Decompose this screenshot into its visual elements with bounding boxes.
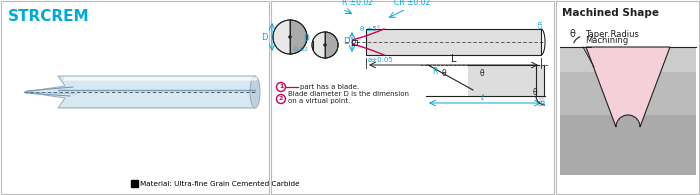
Text: CR: CR xyxy=(537,101,547,107)
Text: ℓ: ℓ xyxy=(480,93,484,102)
Text: Blade diameter D is the dimension: Blade diameter D is the dimension xyxy=(288,91,409,97)
Text: STRCREM: STRCREM xyxy=(8,9,90,24)
Circle shape xyxy=(323,43,326,46)
Text: 1: 1 xyxy=(279,84,284,90)
Bar xyxy=(1,1,269,194)
Text: θ: θ xyxy=(569,29,575,39)
Text: D: D xyxy=(262,33,268,42)
Text: Material: Ultra-fine Grain Cemented Carbide: Material: Ultra-fine Grain Cemented Carb… xyxy=(140,181,300,186)
Text: on a virtual point.: on a virtual point. xyxy=(288,98,351,104)
Text: θ ±5°: θ ±5° xyxy=(360,26,380,32)
Text: R ±0.02: R ±0.02 xyxy=(342,0,373,7)
Bar xyxy=(556,1,699,194)
Text: 2: 2 xyxy=(279,97,284,102)
Text: Machined Shape: Machined Shape xyxy=(562,8,659,18)
Text: L: L xyxy=(451,54,456,64)
Polygon shape xyxy=(468,65,545,104)
Text: R: R xyxy=(432,67,438,76)
Ellipse shape xyxy=(250,76,260,108)
Text: part has a blade.: part has a blade. xyxy=(300,84,359,90)
Circle shape xyxy=(288,35,291,38)
Bar xyxy=(560,47,696,175)
Circle shape xyxy=(273,20,307,54)
Polygon shape xyxy=(586,47,670,127)
Circle shape xyxy=(312,32,338,58)
Text: CR: CR xyxy=(539,19,544,28)
Text: θ: θ xyxy=(480,69,484,78)
Bar xyxy=(560,115,696,175)
Circle shape xyxy=(276,95,286,104)
Text: Taper Radius: Taper Radius xyxy=(585,30,639,39)
Bar xyxy=(271,1,554,194)
Circle shape xyxy=(276,82,286,91)
Polygon shape xyxy=(24,76,255,108)
Bar xyxy=(131,180,138,187)
Text: θ: θ xyxy=(533,88,538,97)
Text: D: D xyxy=(303,34,309,43)
Wedge shape xyxy=(325,32,338,58)
Bar xyxy=(366,29,541,55)
Text: θ: θ xyxy=(442,69,447,78)
Text: Machining: Machining xyxy=(585,36,629,45)
Text: D: D xyxy=(344,37,350,46)
Text: ø±0.05: ø±0.05 xyxy=(368,57,393,63)
Text: -0.02: -0.02 xyxy=(293,47,309,52)
Circle shape xyxy=(353,41,356,43)
Wedge shape xyxy=(290,20,307,54)
Text: CR ±0.02: CR ±0.02 xyxy=(394,0,430,7)
Bar xyxy=(560,47,696,72)
